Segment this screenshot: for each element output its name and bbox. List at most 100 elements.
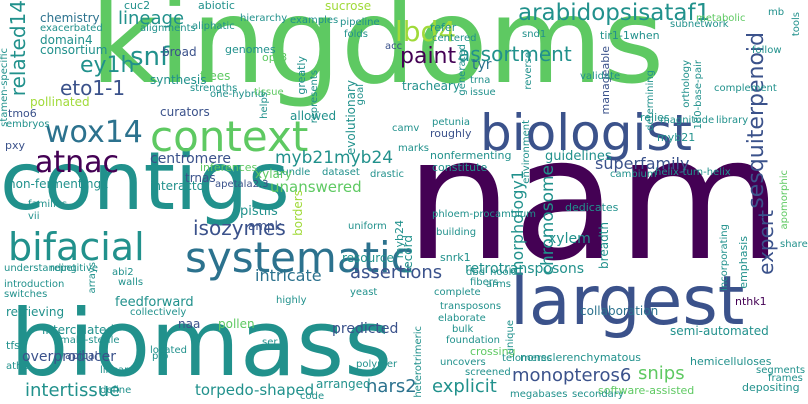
word: vii <box>28 211 40 222</box>
word: constitute <box>432 161 488 174</box>
word: myb21 <box>657 131 696 144</box>
word: emphasis <box>737 236 750 289</box>
word: feedforward <box>115 295 194 310</box>
word: broad <box>162 45 197 59</box>
word: myb24 <box>393 220 406 259</box>
word: torpedo-shaped <box>195 381 315 399</box>
word: assortment <box>458 42 572 66</box>
word: environment <box>521 120 532 184</box>
word: unique <box>505 320 516 355</box>
word: yeast <box>350 287 378 298</box>
word: roughly <box>430 127 472 140</box>
word: nars2 <box>366 376 417 397</box>
word: strengths <box>190 83 238 94</box>
word: alignments <box>140 23 196 34</box>
word: bundle <box>276 167 311 178</box>
word: abi2 <box>112 267 134 278</box>
word: tools <box>791 12 802 37</box>
word: sucrose <box>325 0 372 13</box>
word: explicit <box>432 376 497 397</box>
word: biomass <box>10 290 393 397</box>
word: dedicates <box>565 201 619 214</box>
word: ser <box>262 337 278 348</box>
word: collectively <box>130 307 187 318</box>
word: breadth <box>597 222 611 269</box>
word: cuc2 <box>124 0 151 12</box>
word: xylem <box>548 231 591 247</box>
word: tfs <box>6 339 20 352</box>
word: kingdoms <box>90 0 665 110</box>
word: tir1-1when <box>600 29 660 42</box>
word: exacerbated <box>40 23 103 34</box>
word: goal <box>355 84 366 106</box>
word: pistils <box>240 204 278 219</box>
word: megabases <box>510 389 568 400</box>
word: transposons <box>440 301 502 312</box>
word: eto1-1 <box>60 76 126 100</box>
word: introduction <box>4 279 65 290</box>
word: overproducer <box>22 349 116 365</box>
word: foundation <box>446 335 500 346</box>
word: define <box>100 385 132 396</box>
word: mb <box>768 7 785 18</box>
word: hierarchy <box>240 13 288 24</box>
word: frames <box>768 373 803 384</box>
word: marks <box>398 143 429 154</box>
word: intricate <box>255 266 322 285</box>
word: complement <box>714 83 777 94</box>
word: domain4 <box>40 33 93 47</box>
word: male-sterile <box>60 335 120 346</box>
word: related14 <box>6 0 30 97</box>
word: nam <box>405 101 783 299</box>
word: retrieving <box>6 305 65 319</box>
word: nthk1 <box>735 295 767 308</box>
word: hook <box>490 267 515 278</box>
word: software-assisted <box>598 384 695 397</box>
word: chromosome <box>538 165 558 276</box>
word: atnac <box>35 145 120 180</box>
word: one-hybrid <box>210 89 265 100</box>
word: snips <box>638 363 685 384</box>
word: refer <box>430 21 457 34</box>
word: trees <box>200 69 231 83</box>
word: intercalated <box>42 323 115 337</box>
word: trna <box>470 75 491 86</box>
word: polymer <box>356 359 398 370</box>
word: dataset <box>322 167 360 178</box>
word: acc <box>385 41 403 52</box>
word: determining <box>645 70 656 131</box>
word: largest <box>510 262 745 341</box>
word: semi-automated <box>670 324 769 338</box>
word: assertions <box>350 262 443 283</box>
word: phloem-procambium <box>432 209 537 220</box>
word: pollinated <box>30 95 90 109</box>
word: uniform <box>348 221 387 232</box>
word: telomeres <box>502 353 553 364</box>
word: sesquiterpenoid <box>744 32 769 209</box>
word: resource <box>342 251 394 265</box>
word: camv <box>392 123 420 134</box>
word: relies <box>640 111 670 124</box>
word: depositing <box>742 381 800 394</box>
word: snf <box>130 42 170 72</box>
word: crossing <box>470 345 516 358</box>
word: pxy <box>5 139 26 152</box>
word: reverse <box>523 52 534 90</box>
word: dbd <box>466 267 486 278</box>
word: abiotic <box>198 0 235 12</box>
word: context <box>150 112 309 161</box>
word: apomorphic <box>779 170 790 230</box>
word: generated <box>457 44 468 96</box>
word: lineage <box>118 8 185 29</box>
word: opr3 <box>262 51 288 64</box>
word: naa <box>178 317 201 331</box>
word: share <box>780 239 808 250</box>
word: myb21myb24 <box>275 148 394 168</box>
word: pipeline <box>340 17 380 28</box>
word: subnetwork <box>670 19 729 30</box>
word: unanswered <box>270 178 362 196</box>
word: embryos <box>6 119 50 130</box>
word: metabolic <box>696 13 746 24</box>
word: collaboration <box>580 304 659 318</box>
